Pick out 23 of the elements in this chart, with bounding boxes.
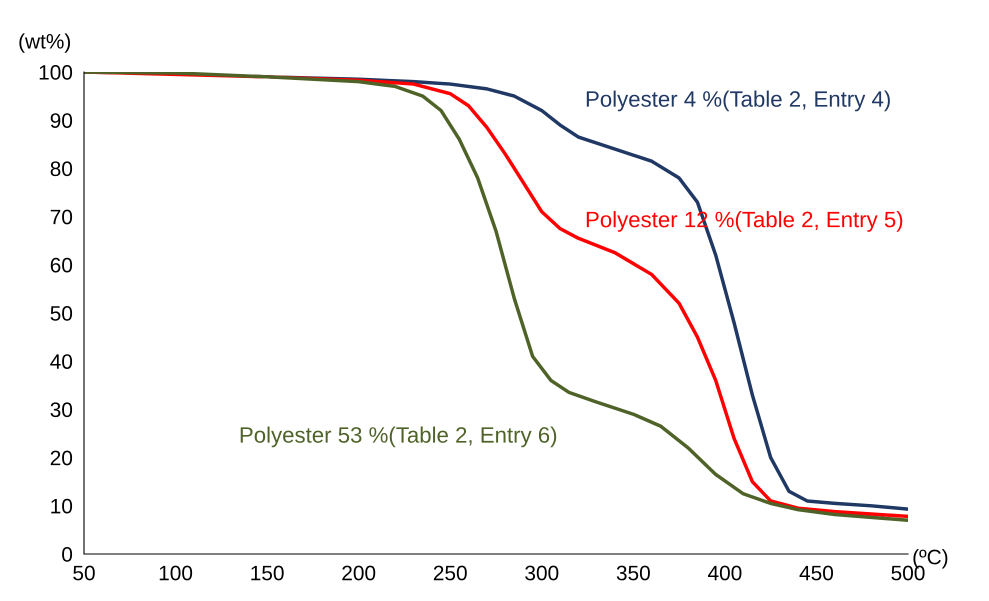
series-label: Polyester 53 %(Table 2, Entry 6)	[240, 426, 556, 448]
series-label: Polyester 4 %(Table 2, Entry 4)	[586, 90, 890, 112]
y-tick-label: 50	[50, 306, 72, 321]
y-tick-label: 100	[40, 65, 72, 80]
x-tick-label: 250	[434, 566, 467, 580]
x-tick-label: 200	[342, 566, 376, 580]
x-tick-label: 300	[525, 566, 558, 580]
y-tick-label: 30	[50, 402, 72, 418]
x-tick-label: 400	[708, 566, 742, 580]
y-tick-label: 40	[50, 354, 72, 369]
x-tick-label: 450	[800, 566, 834, 580]
y-tick-label: 20	[50, 450, 72, 466]
x-tick-label: 150	[251, 566, 284, 580]
y-tick-label: 60	[50, 258, 72, 273]
y-tick-label: 90	[50, 113, 72, 128]
x-tick-label: 100	[160, 566, 192, 580]
x-tick-label: 50	[73, 566, 95, 580]
y-tick-label: 80	[50, 161, 72, 176]
y-tick-label: 70	[50, 210, 72, 224]
y-tick-label: 10	[51, 498, 72, 514]
y-tick-label: 0	[62, 547, 72, 562]
y-axis-title: (wt%)	[19, 33, 70, 53]
x-tick-label: 350	[616, 566, 650, 580]
